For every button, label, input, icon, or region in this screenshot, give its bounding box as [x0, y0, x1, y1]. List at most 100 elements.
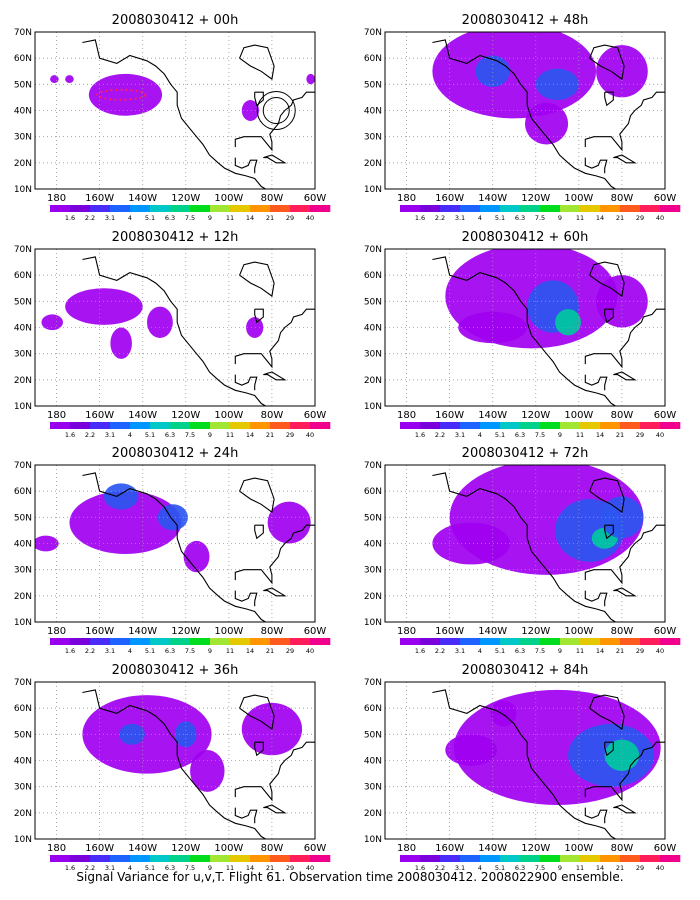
lat-tick-label: 50N — [14, 513, 32, 523]
lon-tick-label: 60W — [654, 843, 677, 854]
lat-tick-label: 30N — [364, 350, 382, 360]
colorbar-swatch — [440, 855, 461, 862]
colorbar-swatch — [400, 205, 421, 212]
coastline — [604, 741, 614, 757]
coastline — [432, 472, 616, 622]
colorbar-swatch — [520, 205, 541, 212]
colorbar-label: 11 — [576, 647, 584, 655]
colorbar-swatch — [500, 422, 521, 429]
coastline — [589, 477, 625, 514]
colorbar-label: 11 — [226, 864, 234, 872]
colorbar-swatch — [420, 638, 441, 645]
variance-region — [432, 522, 510, 565]
lon-tick-label: 60W — [654, 626, 677, 637]
lon-tick-label: 180 — [47, 626, 66, 637]
colorbar-swatch — [130, 205, 151, 212]
colorbar-swatch — [660, 205, 681, 212]
colorbar-swatch — [190, 855, 211, 862]
map-panel-72h: 2008030412 + 72h 70N 60N 50N 40N 30N 20N 10N 180… — [364, 446, 681, 655]
colorbar-swatch — [270, 422, 291, 429]
colorbar-swatch — [250, 855, 271, 862]
colorbar-label: 4 — [128, 647, 132, 655]
lat-tick-label: 30N — [14, 783, 32, 793]
colorbar-label: 1.6 — [415, 864, 425, 872]
lat-tick-label: 10N — [364, 185, 382, 195]
lat-tick-label: 50N — [364, 730, 382, 740]
colorbar-label: 4 — [478, 214, 482, 222]
colorbar-label: 1.6 — [415, 431, 425, 439]
colorbar-label: 7.5 — [185, 864, 195, 872]
colorbar-swatch — [90, 205, 111, 212]
colorbar-swatch — [500, 205, 521, 212]
colorbar-label: 7.5 — [185, 214, 195, 222]
lon-tick-label: 100W — [214, 193, 243, 204]
colorbar-label: 2.2 — [435, 214, 445, 222]
colorbar-swatch — [150, 205, 171, 212]
variance-region — [555, 309, 581, 336]
lon-tick-label: 120W — [521, 193, 550, 204]
lat-tick-label: 70N — [364, 678, 382, 688]
variance-region — [458, 311, 528, 344]
lat-tick-label: 60N — [364, 487, 382, 497]
variance-region — [50, 75, 59, 84]
lat-tick-label: 30N — [14, 133, 32, 143]
colorbar-swatch — [150, 638, 171, 645]
colorbar-swatch — [540, 638, 561, 645]
colorbar-label: 14 — [596, 647, 604, 655]
lat-tick-label: 20N — [364, 592, 382, 602]
map-area — [385, 682, 665, 839]
colorbar-label: 7.5 — [185, 647, 195, 655]
colorbar-label: 5.1 — [495, 431, 505, 439]
colorbar-swatch — [400, 855, 421, 862]
lat-tick-label: 30N — [14, 350, 32, 360]
colorbar-swatch — [230, 205, 251, 212]
colorbar-swatch — [50, 422, 71, 429]
variance-region — [65, 75, 74, 84]
colorbar-label: 6.3 — [515, 864, 525, 872]
colorbar-label: 9 — [558, 214, 562, 222]
colorbar-label: 29 — [636, 864, 644, 872]
lon-tick-label: 100W — [564, 193, 593, 204]
lon-tick-label: 80W — [611, 843, 634, 854]
lon-tick-label: 120W — [521, 843, 550, 854]
coastline — [584, 590, 608, 607]
colorbar-label: 2.2 — [85, 864, 95, 872]
colorbar-label: 11 — [576, 214, 584, 222]
colorbar-label: 4 — [478, 864, 482, 872]
panel-title: 2008030412 + 48h — [462, 13, 589, 28]
map-area — [35, 682, 315, 839]
colorbar-label: 6.3 — [165, 647, 175, 655]
map-panel-0h: 2008030412 + 00h 70N 60N 50N 40N 30N 20N 10N 180… — [14, 13, 331, 222]
coastline — [604, 308, 614, 324]
variance-region — [103, 483, 139, 510]
lon-tick-label: 180 — [397, 843, 416, 854]
colorbar-swatch — [400, 422, 421, 429]
variance-region — [241, 100, 259, 121]
lon-tick-label: 120W — [521, 626, 550, 637]
colorbar-swatch — [90, 422, 111, 429]
coastline — [613, 804, 637, 814]
colorbar-swatch — [620, 638, 641, 645]
colorbar-swatch — [290, 205, 311, 212]
map-frame — [34, 248, 316, 407]
colorbar-swatch — [90, 855, 111, 862]
colorbar-swatch — [600, 205, 621, 212]
colorbar-swatch — [230, 422, 251, 429]
lat-tick-label: 30N — [364, 566, 382, 576]
colorbar-label: 40 — [656, 864, 664, 872]
colorbar-label: 2.2 — [435, 864, 445, 872]
colorbar-swatch — [620, 855, 641, 862]
colorbar-swatch — [460, 422, 481, 429]
map-panel-48h: 2008030412 + 48h 70N 60N 50N 40N 30N 20N 10N 180… — [364, 13, 681, 222]
colorbar-swatch — [560, 205, 581, 212]
colorbar-label: 9 — [558, 864, 562, 872]
colorbar-label: 14 — [246, 431, 254, 439]
colorbar-swatch — [210, 638, 231, 645]
colorbar-swatch — [520, 638, 541, 645]
colorbar-label: 3.1 — [455, 431, 465, 439]
colorbar-swatch — [580, 638, 601, 645]
lon-tick-label: 100W — [564, 410, 593, 421]
colorbar-swatch — [520, 422, 541, 429]
lat-tick-label: 10N — [14, 402, 32, 412]
map-area — [385, 465, 665, 622]
